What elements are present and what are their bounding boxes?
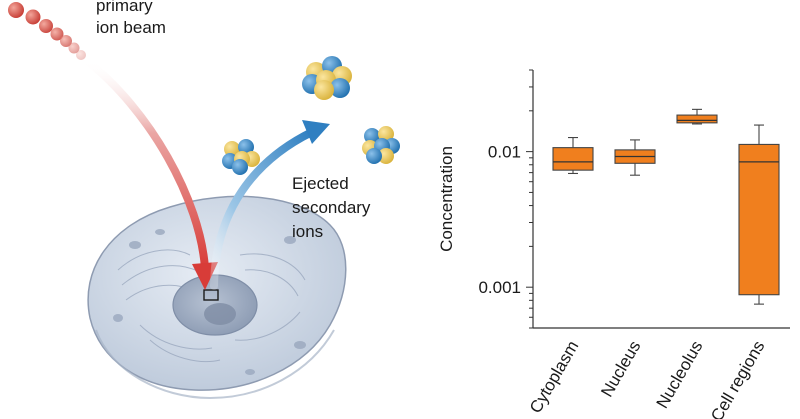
ion-cluster-large — [302, 56, 352, 100]
cell — [87, 195, 347, 400]
y-tick-label: 0.01 — [488, 143, 521, 162]
beam-label-line-1: primary — [96, 0, 153, 15]
ejected-label-line-1: Ejected — [292, 174, 349, 193]
y-axis-label: Concentration — [437, 146, 456, 252]
box-4 — [738, 143, 780, 296]
box-1 — [552, 147, 594, 171]
ion-cluster-small-right — [362, 126, 400, 164]
x-tick-label: Nucleolus — [653, 338, 707, 412]
x-tick-label: Cell regions — [707, 338, 768, 419]
ejected-label: Ejected secondary ions — [292, 172, 370, 244]
ejected-label-line-2: secondary — [292, 198, 371, 217]
ejected-label-line-3: ions — [292, 222, 324, 241]
beam-label-line-2: ion beam — [96, 18, 166, 37]
x-tick-label: Nucleus — [597, 338, 644, 401]
ion-cluster-small-left — [222, 139, 260, 175]
y-tick-label: 0.001 — [478, 278, 521, 297]
secondary-ion-arrow — [210, 120, 330, 290]
x-tick-label: Cytoplasm — [526, 338, 583, 417]
box-3 — [676, 114, 718, 124]
secondary-arrowhead — [302, 120, 330, 144]
analysis-region-box — [203, 289, 219, 301]
beam-label: primary ion beam — [96, 0, 166, 39]
nucleolus — [204, 303, 236, 325]
